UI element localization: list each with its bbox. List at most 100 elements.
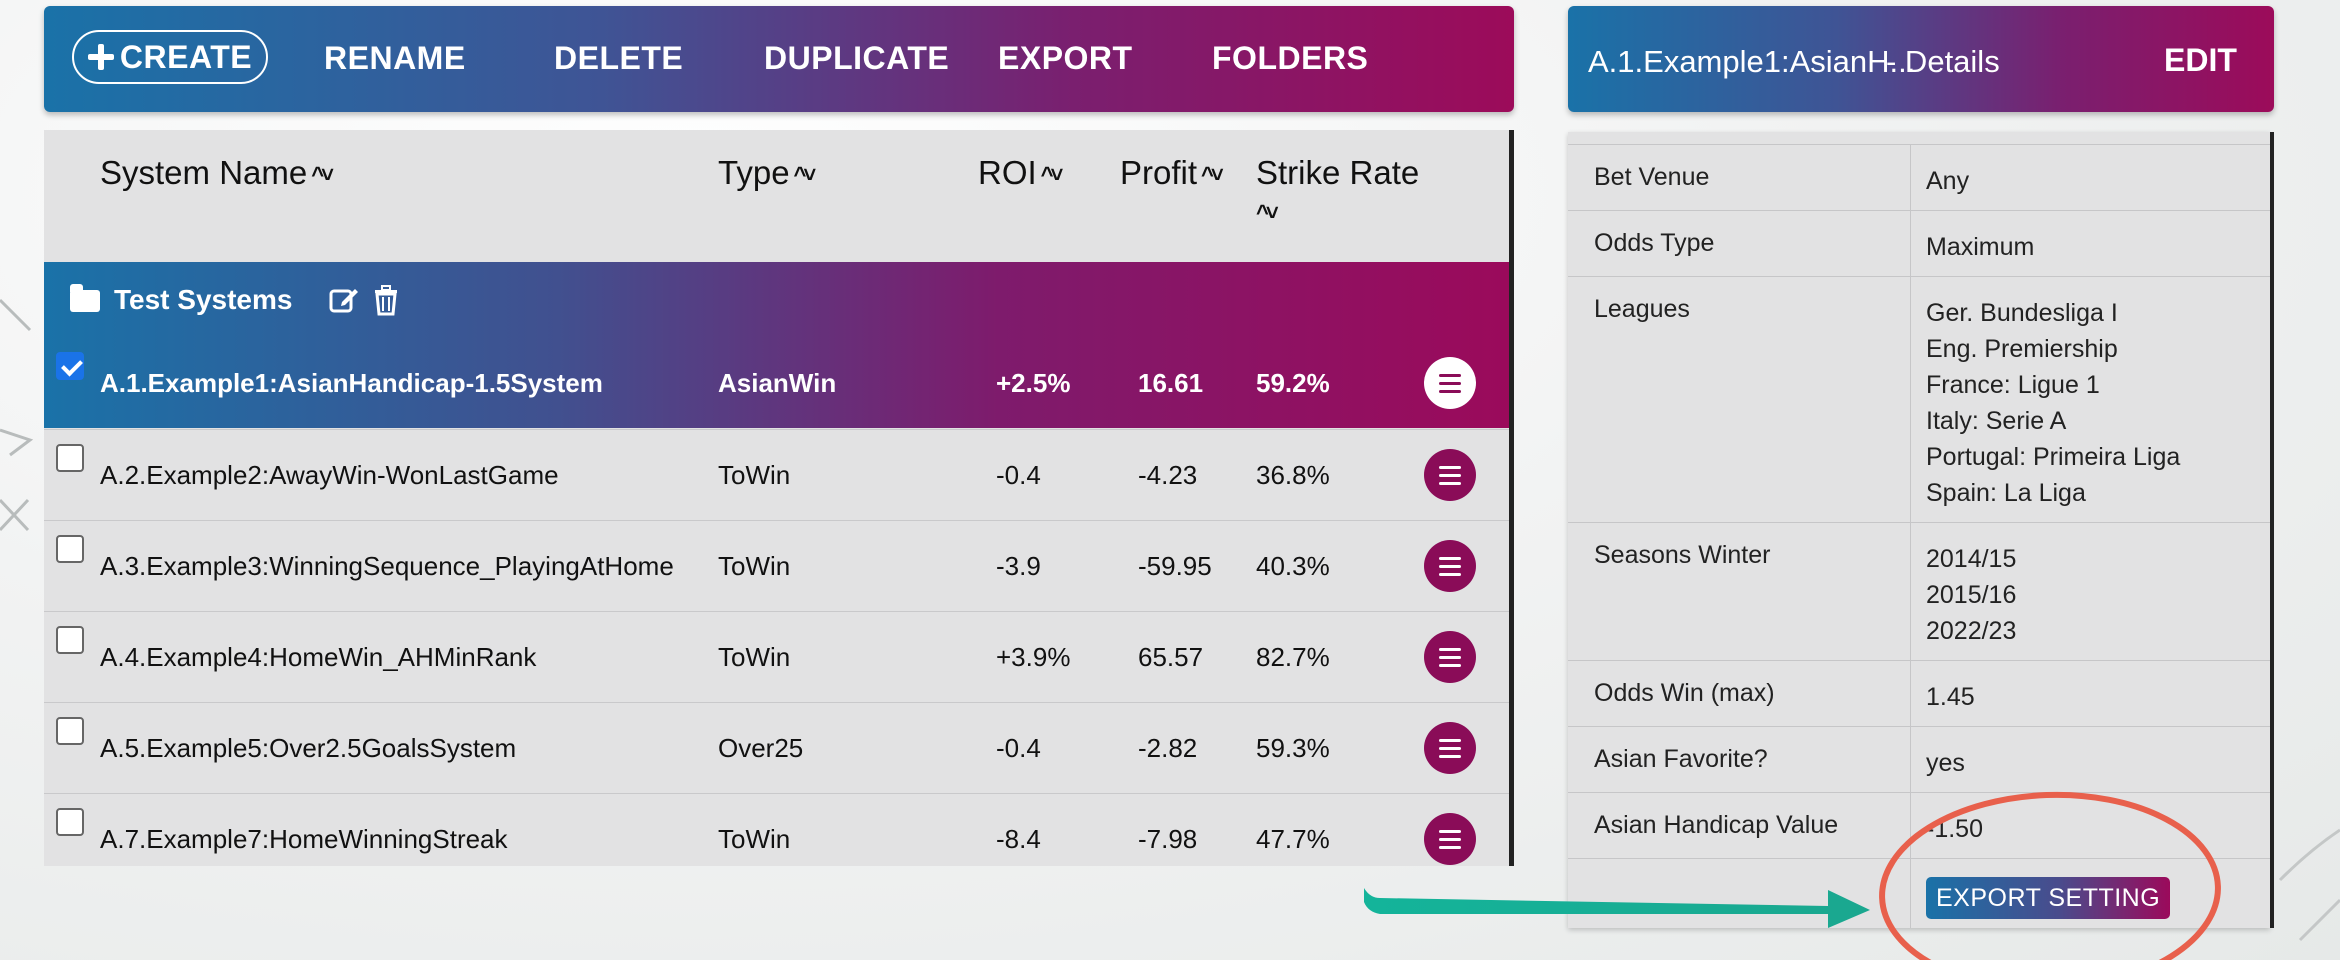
roi-cell: -0.4 [996, 733, 1041, 763]
details-value: 2015/16 [1926, 581, 2017, 609]
row-menu-button[interactable] [1424, 631, 1476, 683]
details-label: Seasons Winter [1594, 541, 1771, 569]
row-checkbox[interactable] [56, 626, 84, 654]
details-row: Asian Favorite? yes [1568, 726, 2270, 793]
details-divider [1910, 727, 1911, 793]
sort-icon: ^˅ [1040, 162, 1064, 188]
strike-rate-cell: 36.8% [1256, 460, 1330, 490]
row-checkbox[interactable] [56, 535, 84, 563]
row-checkbox[interactable] [56, 444, 84, 472]
delete-button[interactable]: DELETE [554, 40, 684, 76]
column-header-type[interactable]: Type ^˅ [718, 154, 816, 192]
profit-cell: 65.57 [1138, 642, 1204, 672]
folder-icon [70, 284, 100, 312]
profit-cell: -2.82 [1138, 733, 1198, 763]
profit-cell: -7.98 [1138, 824, 1198, 854]
details-panel: Bet Venue Any Odds Type Maximum Leagues Ger. … [1568, 132, 2270, 928]
type-cell: ToWin [718, 824, 791, 854]
column-header-profit[interactable]: Profit ^˅ [1120, 154, 1224, 192]
details-divider [1910, 523, 1911, 661]
profit-cell: -4.23 [1138, 460, 1198, 490]
column-header-label: Profit [1120, 154, 1198, 191]
row-menu-button[interactable] [1424, 449, 1476, 501]
table-header: System Name ^˅ Type ^˅ ROI ^˅ Profit ^˅ Stri… [44, 130, 1512, 262]
table-row[interactable]: A.5.Example5:Over2.5GoalsSystem Over25 -0.… [44, 702, 1512, 793]
row-menu-button[interactable] [1424, 813, 1476, 865]
systems-table: System Name ^˅ Type ^˅ ROI ^˅ Profit ^˅ Stri… [44, 130, 1512, 866]
column-header-label: Type [718, 154, 790, 191]
system-name-cell: A.1.Example1:AsianHandicap-1.5System [100, 368, 603, 398]
rename-button[interactable]: RENAME [324, 40, 466, 76]
details-value: 1.45 [1926, 683, 1975, 711]
system-name-cell: A.7.Example7:HomeWinningStreak [100, 824, 508, 854]
table-scrollbar[interactable] [1509, 130, 1514, 866]
create-button[interactable]: CREATE [72, 30, 268, 84]
row-checkbox[interactable] [56, 717, 84, 745]
column-header-label: System Name [100, 154, 308, 191]
details-value: Italy: Serie A [1926, 407, 2067, 435]
details-label: Asian Favorite? [1594, 745, 1768, 773]
details-value: Any [1926, 167, 1970, 195]
type-cell: ToWin [718, 460, 791, 490]
column-header-label: ROI [978, 154, 1037, 191]
details-divider [1910, 793, 1911, 859]
details-row: Bet Venue Any [1568, 144, 2270, 211]
details-value: 2014/15 [1926, 545, 2017, 573]
table-row[interactable]: A.1.Example1:AsianHandicap-1.5System Asia… [44, 338, 1512, 428]
column-header-strike-rate[interactable]: Strike Rate ^˅ [1256, 154, 1436, 230]
column-header-roi[interactable]: ROI ^˅ [978, 154, 1064, 192]
type-cell: AsianWin [718, 368, 837, 398]
details-row-export: EXPORT SETTING [1568, 858, 2270, 928]
details-divider [1910, 211, 1911, 277]
details-label: Odds Type [1594, 229, 1715, 257]
details-value-group: Ger. Bundesliga I Eng. Premiership France:… [1926, 295, 2180, 511]
table-row[interactable]: A.2.Example2:AwayWin-WonLastGame ToWin -0.… [44, 429, 1512, 520]
details-value-group: yes [1926, 745, 1965, 781]
trash-icon[interactable] [370, 284, 402, 316]
type-cell: ToWin [718, 551, 791, 581]
details-suffix: - Details [1886, 44, 2000, 79]
roi-cell: -3.9 [996, 551, 1041, 581]
profit-cell: 16.61 [1138, 368, 1204, 398]
details-scrollbar[interactable] [2270, 132, 2274, 928]
strike-rate-cell: 47.7% [1256, 824, 1330, 854]
folders-button[interactable]: FOLDERS [1212, 40, 1369, 76]
row-menu-button[interactable] [1424, 357, 1476, 409]
details-label: Asian Handicap Value [1594, 811, 1839, 839]
table-row[interactable]: A.7.Example7:HomeWinningStreak ToWin -8.4 -… [44, 793, 1512, 866]
table-row[interactable]: A.4.Example4:HomeWin_AHMinRank ToWin +3.9%… [44, 611, 1512, 702]
export-button[interactable]: EXPORT [998, 40, 1133, 76]
details-divider [1910, 145, 1911, 211]
details-label: Leagues [1594, 295, 1690, 323]
details-value: 2022/23 [1926, 617, 2017, 645]
details-value-group: Any [1926, 163, 1969, 199]
strike-rate-cell: 40.3% [1256, 551, 1330, 581]
details-row: Odds Win (max) 1.45 [1568, 660, 2270, 727]
strike-rate-cell: 59.3% [1256, 733, 1330, 763]
export-setting-button[interactable]: EXPORT SETTING [1926, 877, 2171, 919]
details-title: A.1.Example1:AsianH... [1588, 44, 1916, 79]
folder-row-test-systems[interactable]: Test Systems [44, 262, 1512, 338]
edit-button[interactable]: EDIT [2164, 42, 2237, 78]
details-value: Ger. Bundesliga I [1926, 299, 2118, 327]
row-menu-button[interactable] [1424, 540, 1476, 592]
folder-name: Test Systems [114, 284, 293, 315]
details-value-group: Maximum [1926, 229, 2034, 265]
table-row[interactable]: A.3.Example3:WinningSequence_PlayingAtHo… [44, 520, 1512, 611]
duplicate-button[interactable]: DUPLICATE [764, 40, 950, 76]
column-header-system-name[interactable]: System Name ^˅ [100, 154, 334, 192]
row-menu-button[interactable] [1424, 722, 1476, 774]
row-checkbox[interactable] [56, 808, 84, 836]
details-value-group: 1.45 [1926, 679, 1975, 715]
row-checkbox[interactable] [56, 352, 84, 380]
edit-folder-icon[interactable] [328, 284, 360, 316]
sort-icon: ^˅ [1201, 162, 1224, 188]
strike-rate-cell: 59.2% [1256, 368, 1330, 398]
system-name-cell: A.5.Example5:Over2.5GoalsSystem [100, 733, 517, 763]
details-value: Maximum [1926, 233, 2035, 261]
create-label: CREATE [119, 38, 253, 75]
details-value: yes [1926, 749, 1965, 777]
profit-cell: -59.95 [1138, 551, 1212, 581]
details-value-group: -1.50 [1926, 811, 1983, 847]
details-value: Eng. Premiership [1926, 335, 2118, 363]
